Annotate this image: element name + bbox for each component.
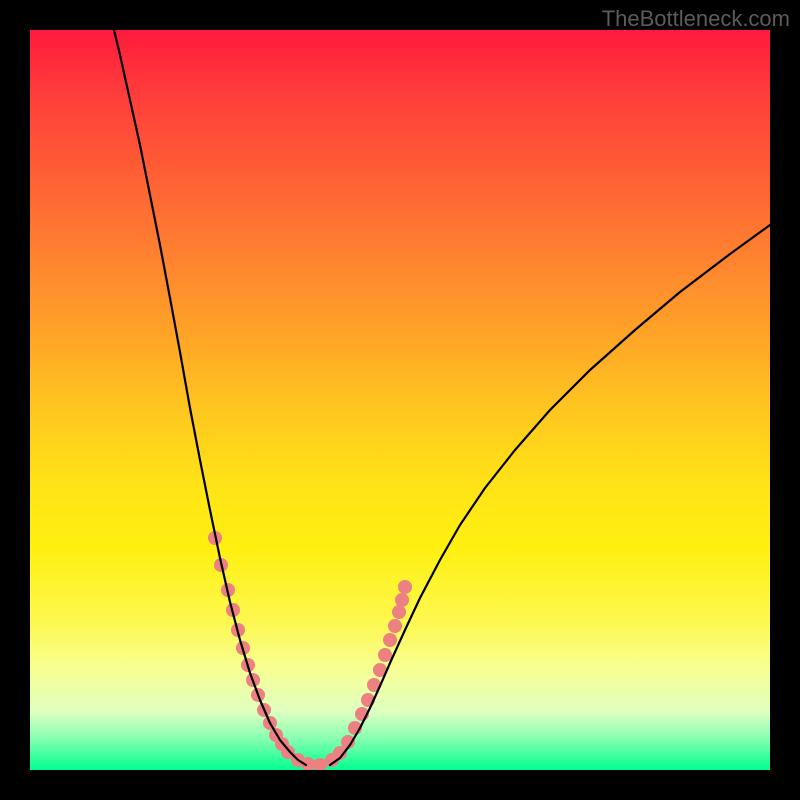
curve-left [114, 30, 306, 765]
data-point [313, 758, 327, 770]
data-point [383, 633, 397, 647]
scatter-dots [208, 531, 412, 770]
data-point [388, 619, 402, 633]
chart-svg [30, 30, 770, 770]
data-point [378, 648, 392, 662]
data-point [392, 605, 406, 619]
data-point [395, 593, 409, 607]
data-point [398, 580, 412, 594]
watermark: TheBottleneck.com [602, 6, 790, 32]
plot-area [30, 30, 770, 770]
curve-right [330, 225, 770, 765]
